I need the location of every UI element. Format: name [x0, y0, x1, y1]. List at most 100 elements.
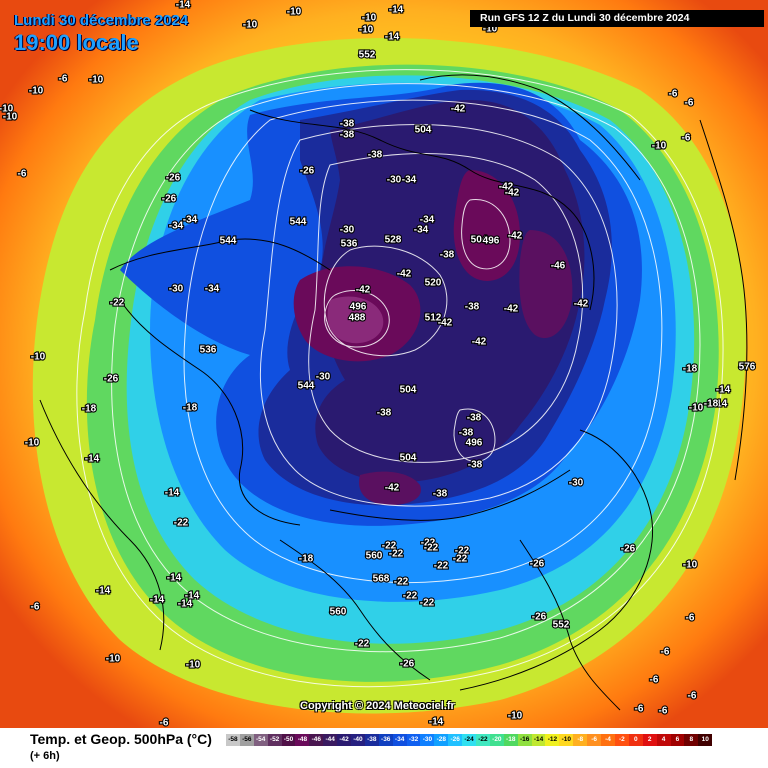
temperature-label: -10	[0, 104, 14, 115]
legend-swatch: -18	[503, 734, 518, 746]
temperature-label: -22	[424, 543, 439, 554]
temperature-label: -14	[176, 0, 191, 11]
temperature-label: -10	[29, 86, 44, 97]
temperature-label: -30	[340, 225, 355, 236]
temperature-label: -38	[377, 408, 392, 419]
temperature-label: -10	[89, 75, 104, 86]
temperature-label: -14	[85, 454, 100, 465]
temperature-label: -10	[186, 660, 201, 671]
temperature-label: -42	[574, 299, 589, 310]
temperature-label: -14	[185, 591, 200, 602]
legend-swatch: -44	[323, 734, 338, 746]
geopotential-height-label: 552	[359, 50, 376, 61]
temperature-label: -6	[685, 98, 694, 109]
forecast-date: Lundi 30 décembre 2024	[14, 12, 189, 29]
legend-swatch: -34	[392, 734, 407, 746]
geopotential-height-label: 536	[341, 239, 358, 250]
temperature-label: -18	[82, 404, 97, 415]
temperature-label: -34	[183, 215, 198, 226]
geopotential-height-label: 576	[739, 362, 756, 373]
temperature-label: -46	[551, 261, 566, 272]
temperature-label: -42	[451, 104, 466, 115]
legend-swatch: -12	[545, 734, 560, 746]
temperature-label: -14	[716, 385, 731, 396]
temperature-label: -14	[385, 32, 400, 43]
geopotential-height-label: 504	[400, 385, 417, 396]
temperature-label: -6	[650, 675, 659, 686]
temperature-label: -38	[368, 150, 383, 161]
temperature-label: -42	[385, 483, 400, 494]
temperature-label: -10	[508, 711, 523, 722]
temperature-label: -14	[389, 5, 404, 16]
zone-purple	[453, 170, 520, 281]
geopotential-height-label: 552	[553, 620, 570, 631]
temperature-label: -38	[340, 119, 355, 130]
geopotential-height-label: 496	[350, 302, 367, 313]
temperature-label: -18	[299, 554, 314, 565]
legend-swatch: -32	[406, 734, 421, 746]
temperature-label: -38	[459, 428, 474, 439]
temperature-label: -34	[414, 225, 429, 236]
temperature-label: -14	[713, 399, 728, 410]
temperature-label: -14	[178, 599, 193, 610]
legend-swatch: -38	[364, 734, 379, 746]
temperature-label: -10	[362, 13, 377, 24]
legend-swatch: -26	[448, 734, 463, 746]
temperature-label: -26	[104, 374, 119, 385]
zone-core	[327, 296, 384, 344]
zone-purple-east	[519, 230, 573, 339]
temperature-label: -22	[421, 538, 436, 549]
temperature-label: -30	[569, 478, 584, 489]
temperature-label: -42	[499, 182, 514, 193]
legend-swatch: -16	[517, 734, 532, 746]
temperature-label: -38	[440, 250, 455, 261]
temperature-label: -34	[420, 215, 435, 226]
temperature-label: -6	[661, 647, 670, 658]
lead-time: (+ 6h)	[30, 750, 60, 762]
legend-swatch: 10	[698, 734, 713, 746]
legend-swatch: -58	[226, 734, 240, 746]
geopotential-height-label: 528	[385, 235, 402, 246]
geopotential-height-label: 504	[400, 453, 417, 464]
legend-swatch: 8	[684, 734, 699, 746]
legend-swatch: -42	[337, 734, 352, 746]
legend-swatch: -28	[434, 734, 449, 746]
temperature-label: -10	[25, 438, 40, 449]
temperature-label: -26	[400, 659, 415, 670]
temperature-label: -30	[169, 284, 184, 295]
temperature-label: -38	[467, 413, 482, 424]
temperature-label: -42	[505, 188, 520, 199]
temperature-label: -26	[162, 194, 177, 205]
temperature-label: -14	[167, 573, 182, 584]
legend-swatch: -4	[601, 734, 615, 746]
temperature-label: -6	[160, 718, 169, 728]
coastlines	[39, 74, 748, 711]
legend-swatch: -56	[239, 734, 254, 746]
geopotential-height-label: 544	[298, 381, 315, 392]
legend-swatch: -10	[559, 734, 574, 746]
temperature-label: -22	[455, 546, 470, 557]
temperature-label: -18	[683, 364, 698, 375]
legend-swatch: -48	[295, 734, 310, 746]
geopotential-height-label: 488	[349, 313, 366, 324]
temperature-label: -42	[472, 337, 487, 348]
temperature-label: -6	[59, 74, 68, 85]
temperature-label: -6	[682, 133, 691, 144]
temperature-label: -6	[686, 613, 695, 624]
temperature-label: -26	[300, 166, 315, 177]
temperature-label: -30	[387, 175, 402, 186]
temperature-map: -14 -10 -10 -10 -10 -14 -14 -10 -10 -6 -10 -10 -10 -6…	[0, 0, 768, 728]
temperature-label: -34	[169, 221, 184, 232]
temperature-label: -26	[166, 173, 181, 184]
legend-swatch: -30	[420, 734, 435, 746]
legend-swatch: 4	[656, 734, 671, 746]
temperature-label: -26	[621, 544, 636, 555]
temperature-label: -10	[243, 20, 258, 31]
map-canvas: -14-10-10-10-10-14-14-10-10-6 -10-10-10-6…	[0, 0, 768, 728]
temperature-label: -22	[355, 639, 370, 650]
temperature-label: -42	[356, 285, 371, 296]
geopotential-height-label: 520	[425, 278, 442, 289]
geopotential-height-label: 544	[220, 236, 237, 247]
geopotential-height-label: 560	[366, 551, 383, 562]
geopotential-height-label: 536	[200, 345, 217, 356]
